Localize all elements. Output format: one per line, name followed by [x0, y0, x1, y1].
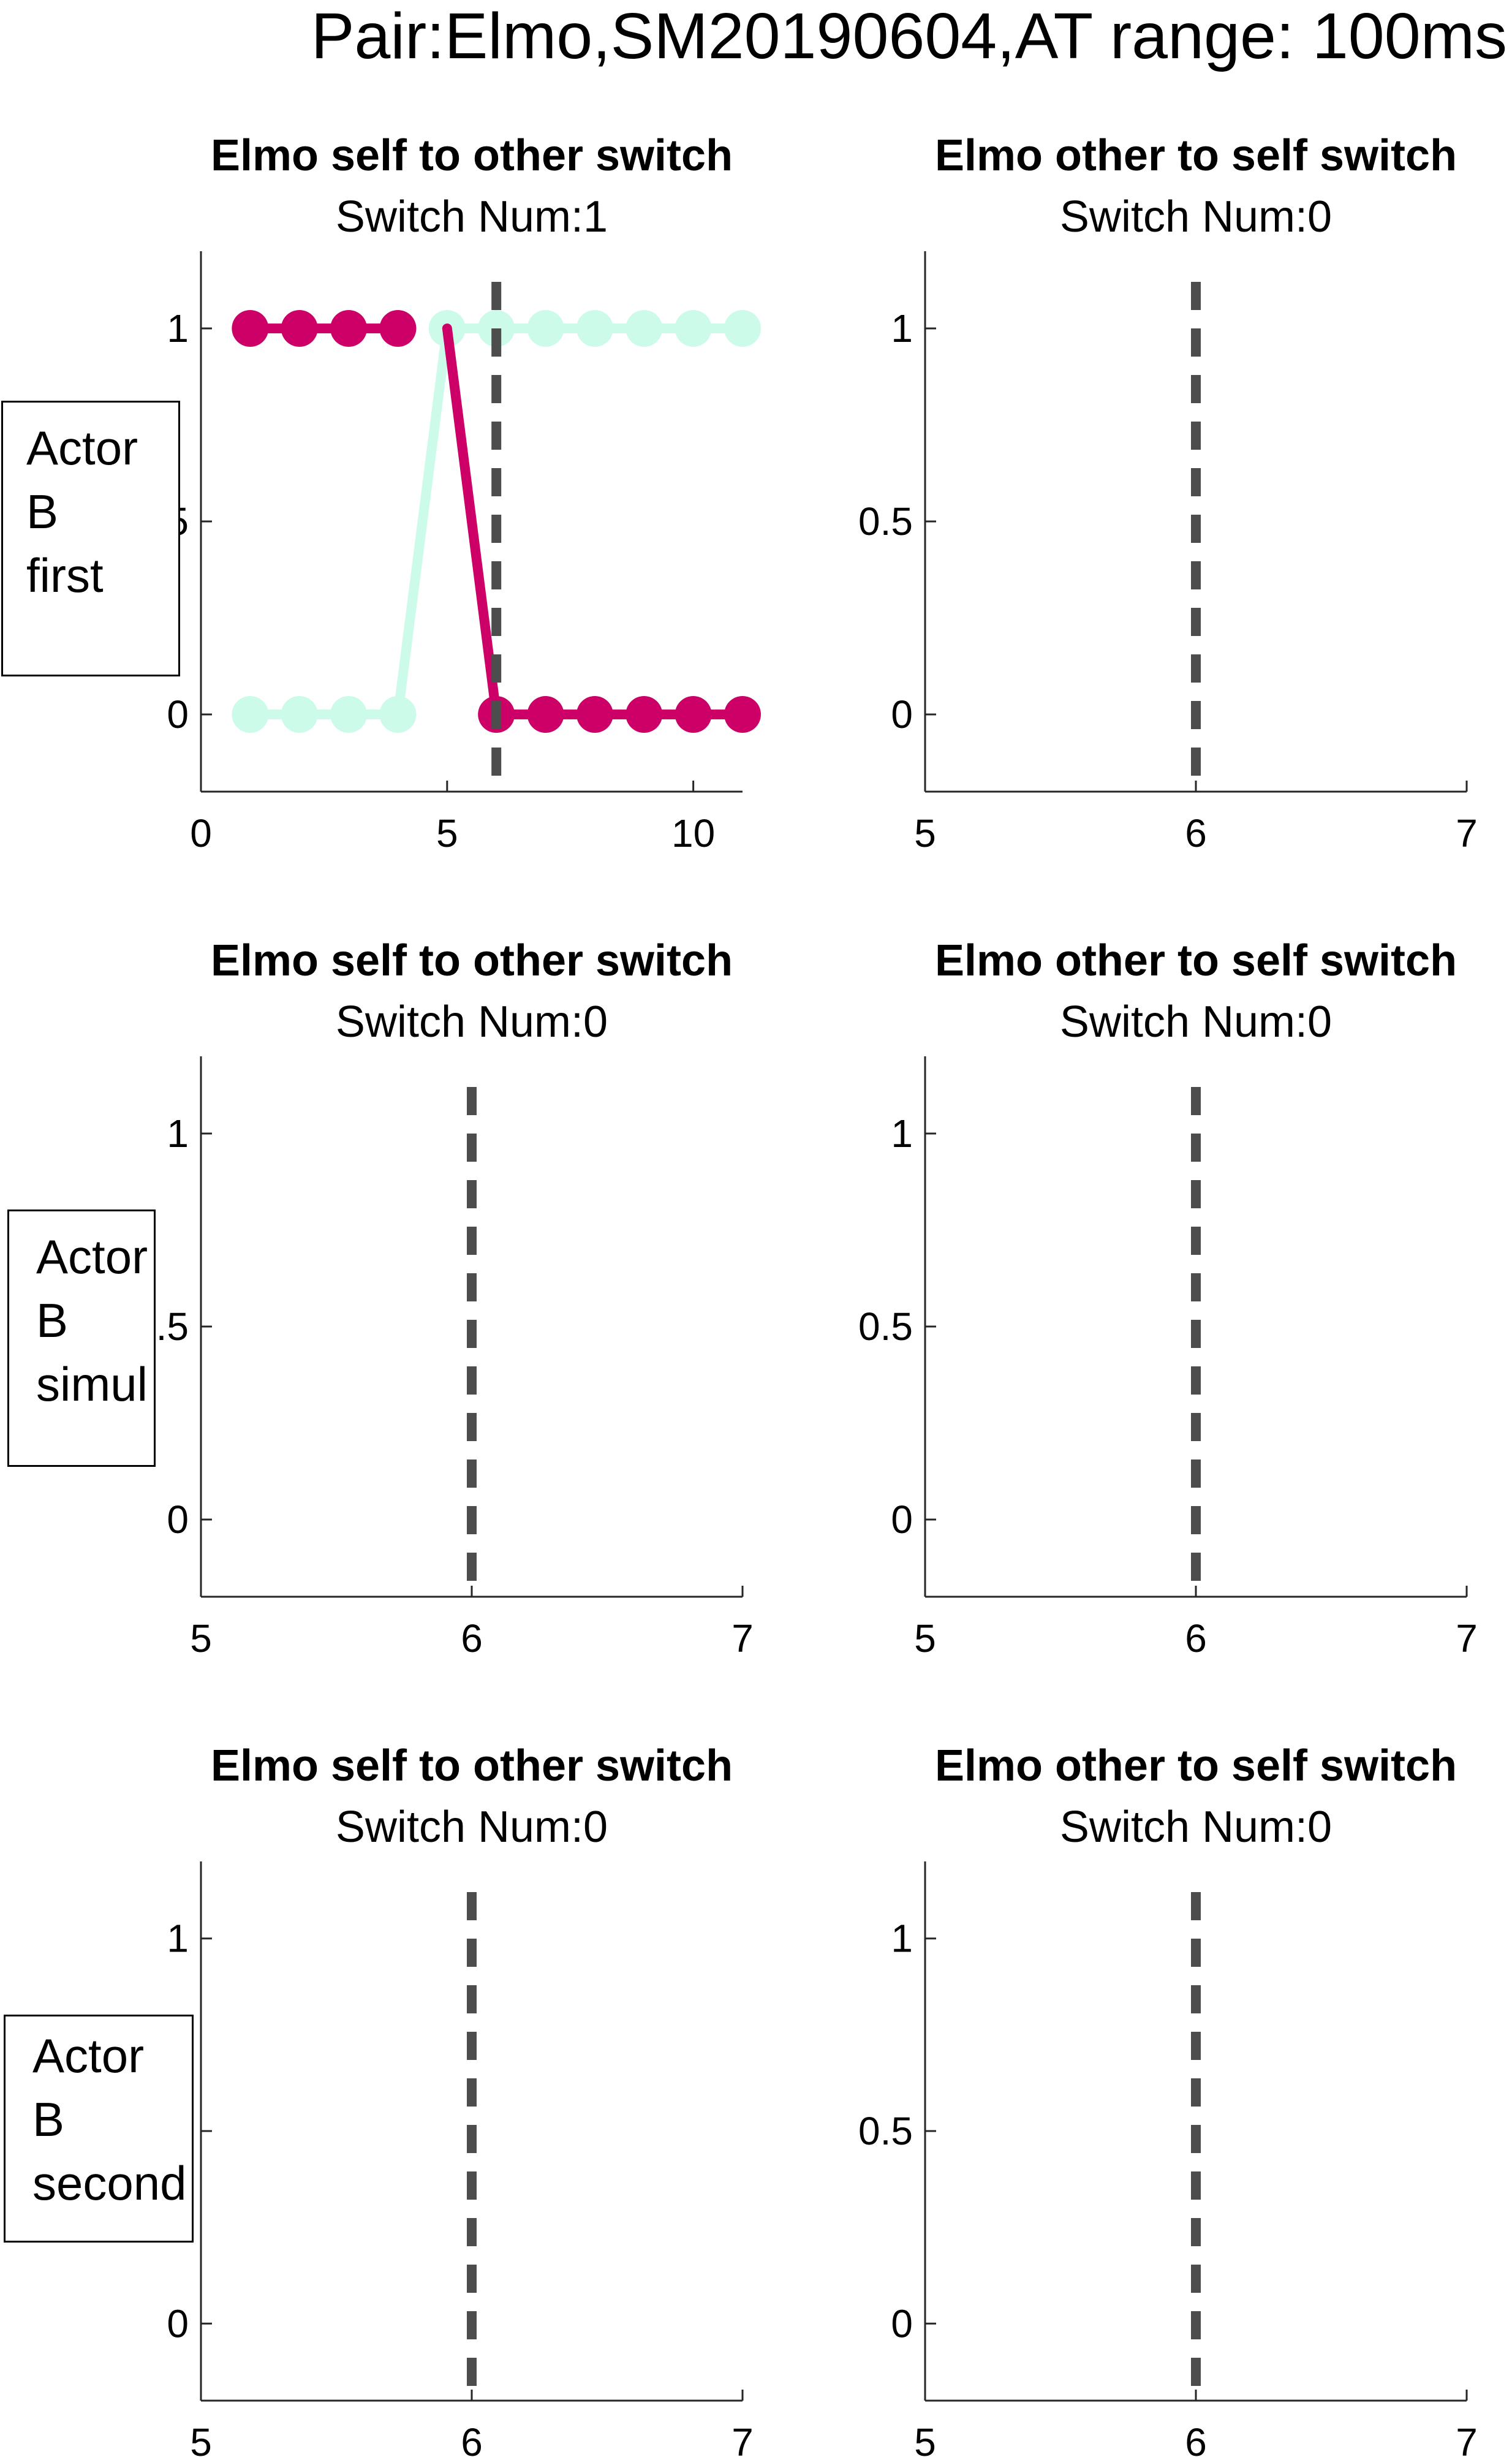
data-point: [330, 696, 368, 733]
data-point: [576, 310, 613, 347]
y-tick-label: 0.5: [858, 1304, 913, 1349]
y-tick-label: 0: [167, 2301, 189, 2345]
y-tick-label: 1: [891, 306, 913, 350]
row-label-line: B: [36, 1293, 69, 1347]
axes-subtitle: Switch Num:0: [336, 1803, 608, 1852]
data-point: [576, 696, 613, 733]
x-tick-label: 7: [1456, 1616, 1478, 1660]
y-tick-label: 0: [167, 1497, 189, 1542]
axes-subtitle: Switch Num:0: [336, 998, 608, 1047]
axes-title: Elmo other to self switch: [935, 1741, 1457, 1790]
y-tick-label: 0: [891, 2301, 913, 2345]
row-label-box-3: Actor B second: [4, 2015, 194, 2243]
row-label-line: simul: [36, 1357, 148, 1411]
data-point: [232, 310, 269, 347]
axes-title: Elmo self to other switch: [211, 936, 733, 985]
data-point: [626, 696, 663, 733]
x-tick-label: 7: [1456, 2420, 1478, 2457]
y-tick-label: 0: [167, 692, 189, 736]
data-point: [527, 696, 564, 733]
y-tick-label: 0.5: [858, 499, 913, 543]
data-point: [379, 696, 417, 733]
x-tick-label: 6: [461, 2420, 483, 2457]
x-tick-label: 0: [190, 811, 212, 855]
x-tick-label: 5: [190, 1616, 212, 1660]
data-point: [527, 310, 564, 347]
x-tick-label: 5: [914, 811, 936, 855]
axes-subtitle: Switch Num:0: [1060, 192, 1332, 241]
data-point: [626, 310, 663, 347]
data-point: [379, 310, 417, 347]
row-label-box-1: Actor B first: [1, 401, 180, 676]
y-tick-label: 0: [891, 1497, 913, 1542]
figure-title: Pair:Elmo,SM20190604,AT range: 100ms: [311, 0, 1507, 72]
x-tick-label: 10: [671, 811, 715, 855]
row-label-line: Actor: [32, 2029, 145, 2083]
row-label-line: Actor: [26, 421, 138, 475]
data-point: [724, 696, 761, 733]
row-label-box-2: Actor B simul: [7, 1210, 156, 1467]
y-tick-label: 1: [167, 306, 189, 350]
data-point: [281, 310, 318, 347]
x-tick-label: 6: [1185, 1616, 1207, 1660]
x-tick-label: 5: [190, 2420, 212, 2457]
data-point: [330, 310, 368, 347]
data-point: [675, 310, 712, 347]
y-tick-label: 1: [167, 1111, 189, 1156]
x-tick-label: 6: [1185, 811, 1207, 855]
y-tick-label: 0.5: [858, 2109, 913, 2153]
y-tick-label: 0: [891, 692, 913, 736]
y-tick-label: 1: [891, 1111, 913, 1156]
x-tick-label: 5: [914, 1616, 936, 1660]
axes-subtitle: Switch Num:0: [1060, 998, 1332, 1047]
row-label-line: second: [32, 2156, 187, 2210]
axes-title: Elmo self to other switch: [211, 131, 733, 180]
x-tick-label: 6: [1185, 2420, 1207, 2457]
x-tick-label: 7: [1456, 811, 1478, 855]
data-point: [232, 696, 269, 733]
axes-title: Elmo self to other switch: [211, 1741, 733, 1790]
y-tick-label: 1: [167, 1917, 189, 1961]
x-tick-label: 7: [731, 1616, 754, 1660]
data-point: [724, 310, 761, 347]
row-label-line: B: [26, 485, 59, 539]
row-label-line: Actor: [36, 1230, 148, 1284]
x-tick-label: 5: [436, 811, 458, 855]
x-tick-label: 7: [731, 2420, 754, 2457]
data-point: [281, 696, 318, 733]
x-tick-label: 5: [914, 2420, 936, 2457]
row-label-line: first: [26, 548, 104, 602]
row-label-line: B: [32, 2092, 65, 2146]
data-point: [675, 696, 712, 733]
axes-subtitle: Switch Num:0: [1060, 1803, 1332, 1852]
series-line: [442, 324, 502, 719]
x-tick-label: 6: [461, 1616, 483, 1660]
axes-title: Elmo other to self switch: [935, 131, 1457, 180]
axes-subtitle: Switch Num:1: [336, 192, 608, 241]
y-tick-label: 1: [891, 1917, 913, 1961]
axes-title: Elmo other to self switch: [935, 936, 1457, 985]
